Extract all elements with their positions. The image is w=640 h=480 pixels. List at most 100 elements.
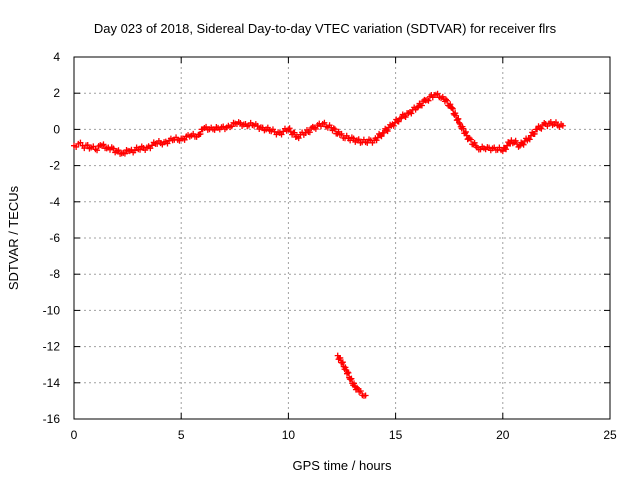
data-point: [73, 143, 80, 150]
data-point: [364, 139, 371, 146]
y-tick-label: -2: [49, 159, 60, 173]
data-point: [390, 122, 397, 129]
data-point: [351, 380, 358, 387]
data-point: [339, 359, 345, 366]
data-point: [331, 126, 338, 133]
y-tick-label: -8: [49, 267, 60, 281]
data-point: [228, 123, 235, 130]
y-tick-label: -10: [43, 303, 61, 317]
data-point: [373, 137, 380, 144]
data-point: [471, 139, 478, 146]
data-point: [344, 369, 351, 376]
x-tick-label: 20: [496, 428, 510, 442]
data-point: [552, 119, 559, 126]
data-point: [181, 136, 188, 143]
x-tick-label: 5: [178, 428, 185, 442]
data-point: [512, 137, 519, 144]
data-point: [449, 105, 456, 112]
data-point: [442, 96, 449, 103]
y-tick-label: 4: [53, 50, 60, 64]
series-main-trace: [71, 90, 566, 157]
data-point: [547, 118, 554, 125]
data-point: [278, 131, 285, 138]
data-point: [434, 90, 441, 97]
data-point: [302, 130, 309, 137]
data-point: [559, 122, 566, 129]
data-point: [355, 136, 362, 143]
data-points: [71, 90, 566, 399]
x-tick-label: 0: [71, 428, 78, 442]
data-point: [131, 147, 138, 154]
data-point: [164, 140, 171, 147]
x-axis-label: GPS time / hours: [293, 458, 392, 473]
y-tick-label: -16: [43, 412, 61, 426]
data-point: [531, 130, 538, 137]
chart-title: Day 023 of 2018, Sidereal Day-to-day VTE…: [94, 21, 557, 36]
y-tick-label: -4: [49, 195, 60, 209]
data-point: [378, 133, 385, 140]
y-tick-label: 2: [53, 86, 60, 100]
data-point: [338, 130, 345, 137]
data-point: [418, 102, 425, 109]
data-point: [330, 125, 337, 132]
data-point: [291, 129, 298, 136]
y-tick-label: 0: [53, 122, 60, 136]
data-point: [306, 129, 313, 136]
data-point: [84, 141, 91, 148]
data-point: [264, 124, 271, 131]
data-point: [444, 97, 451, 104]
data-point: [312, 125, 319, 132]
data-point: [462, 128, 469, 135]
data-point: [520, 141, 527, 148]
data-point: [321, 119, 328, 126]
data-point: [100, 141, 107, 148]
data-point: [337, 354, 344, 361]
data-point: [414, 104, 421, 111]
x-tick-label: 15: [389, 428, 403, 442]
data-point: [467, 136, 474, 143]
y-tick-label: -12: [43, 340, 61, 354]
x-tick-label: 25: [603, 428, 617, 442]
data-point: [384, 128, 391, 135]
data-point: [348, 375, 355, 382]
data-point: [449, 105, 456, 112]
data-point: [77, 139, 84, 146]
data-point: [286, 125, 293, 132]
data-point: [357, 388, 364, 395]
data-point: [339, 359, 346, 366]
data-point: [460, 125, 467, 132]
x-tick-label: 10: [282, 428, 296, 442]
data-point: [354, 384, 361, 391]
y-tick-label: -6: [49, 231, 60, 245]
data-point: [447, 101, 454, 108]
data-point: [237, 119, 244, 126]
data-point: [362, 392, 369, 399]
data-point: [402, 114, 409, 121]
data-point: [408, 110, 415, 117]
data-point: [110, 145, 117, 152]
data-point: [121, 150, 128, 157]
data-point: [503, 146, 510, 153]
data-point: [453, 112, 460, 119]
data-point: [395, 118, 402, 125]
data-point: [94, 147, 101, 154]
data-point: [526, 136, 533, 143]
data-point: [499, 148, 506, 155]
data-point: [456, 119, 463, 126]
y-axis-label: SDTVAR / TECUs: [6, 185, 21, 290]
data-point: [137, 146, 144, 153]
data-point: [425, 97, 432, 104]
data-point: [350, 135, 357, 142]
data-point: [342, 364, 349, 371]
data-point: [295, 135, 302, 142]
data-point: [538, 125, 545, 132]
data-point: [345, 369, 352, 376]
data-point: [254, 122, 261, 129]
series-outlier-segment: [334, 352, 369, 399]
data-point: [455, 115, 462, 122]
y-tick-label: -14: [43, 376, 61, 390]
data-point: [197, 131, 204, 138]
data-point: [115, 147, 122, 154]
